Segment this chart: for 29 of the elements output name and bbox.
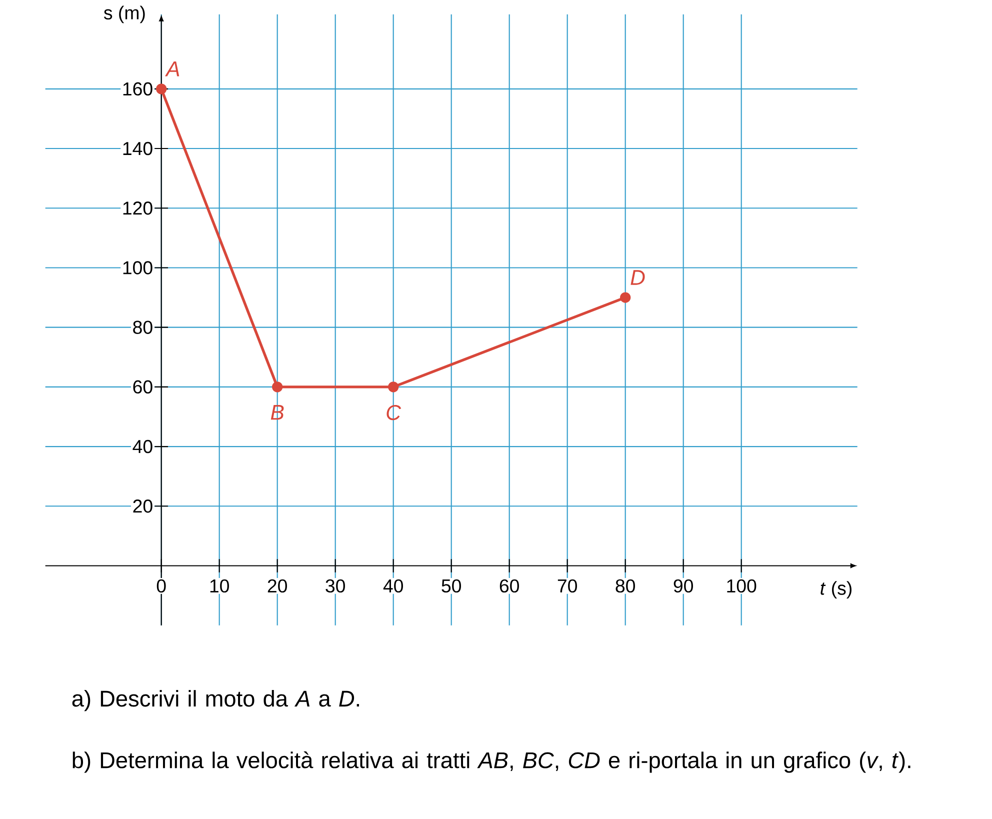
x-tick-label: 70: [558, 579, 577, 593]
y-tick-label: 40: [132, 440, 152, 454]
y-tick-label: 60: [133, 380, 152, 394]
y-tick-label: 100: [123, 261, 152, 274]
point: [388, 382, 399, 392]
y-axis-title: s (m): [104, 6, 145, 24]
y-tick-label: 140: [123, 142, 152, 156]
y-tick-label: 160: [123, 82, 152, 96]
annotation: A: [165, 62, 180, 76]
x-tick-label: 50: [442, 579, 461, 593]
annotation: D: [630, 270, 645, 285]
x-tick-label: 60: [500, 579, 519, 593]
x-tick-label: 90: [674, 579, 693, 593]
y-tick-label: 80: [133, 320, 152, 334]
point: [272, 382, 283, 392]
x-tick-label: 20: [268, 579, 287, 593]
point: [156, 84, 167, 94]
x-tick-label: 40: [383, 579, 403, 593]
y-tick-label: 20: [133, 500, 152, 513]
x-tick-label: 100: [727, 579, 756, 593]
x-tick-label: 0: [156, 579, 166, 593]
x-tick-label: 10: [210, 579, 229, 593]
y-tick-label: 120: [123, 202, 152, 215]
point: [620, 292, 631, 304]
x-axis-title: t (s): [820, 581, 852, 599]
text: a) Descrivi il moto da A a D.: [72, 690, 360, 712]
text: b) Determina la velocità relativa ai tratti AB, BC, CD e ri-portala in un grafico (v, t).: [72, 752, 910, 773]
x-tick-label: 80: [616, 579, 635, 593]
x-tick-label: 30: [326, 579, 345, 593]
